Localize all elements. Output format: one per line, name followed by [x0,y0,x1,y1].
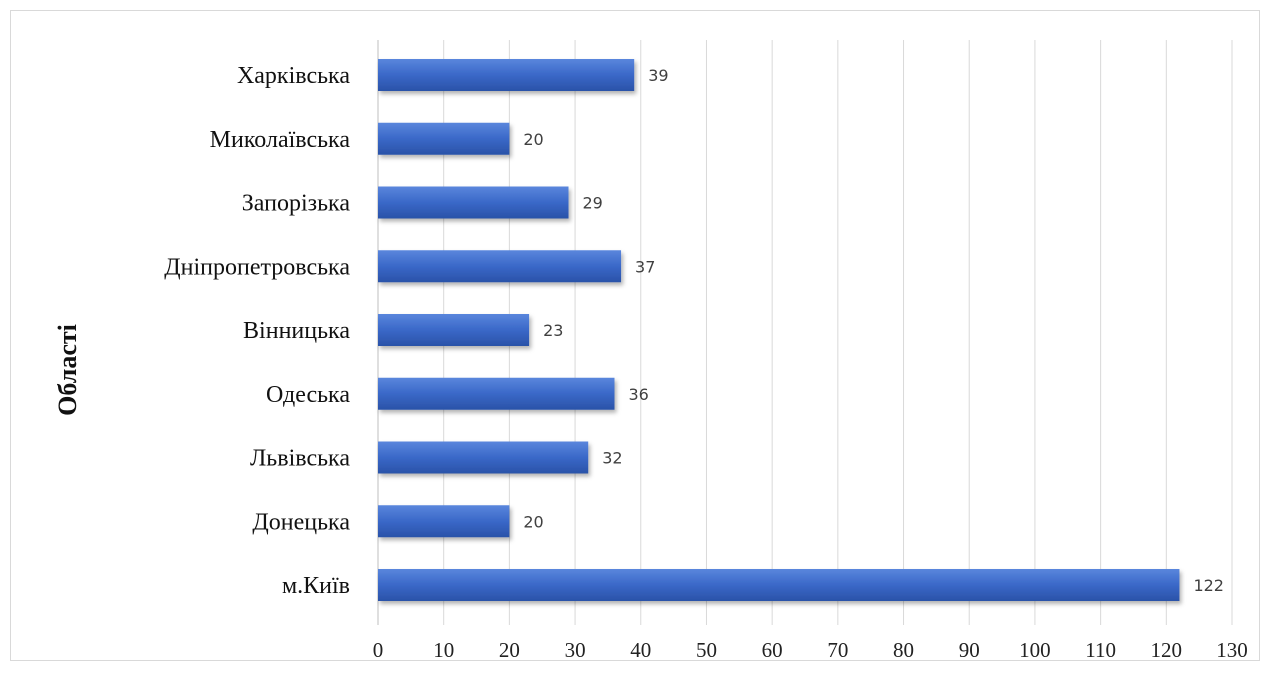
x-tick-label: 120 [1151,638,1183,662]
y-axis-title: Області [53,324,82,416]
category-label: Донецька [252,509,350,535]
bar [378,505,510,538]
bar [378,377,615,410]
data-label: 36 [628,385,648,404]
bar [378,314,530,346]
bar [378,186,569,219]
category-label: Миколаївська [210,127,351,153]
category-label: Дніпропетровська [164,254,350,280]
data-label: 32 [602,449,622,468]
x-tick-label: 0 [373,638,384,662]
x-tick-label: 40 [630,638,651,662]
x-tick-label: 110 [1085,638,1116,662]
bar [378,59,635,91]
x-tick-label: 70 [827,638,848,662]
category-label: Львівська [250,446,350,472]
bar [378,441,589,474]
x-tick-label: 100 [1019,638,1051,662]
x-tick-label: 60 [762,638,783,662]
x-tick-label: 90 [959,638,980,662]
data-label: 39 [648,66,668,85]
x-tick-label: 30 [565,638,586,662]
category-label: Харківська [237,63,350,89]
x-tick-label: 10 [433,638,454,662]
x-tick-label: 130 [1216,638,1248,662]
chart-frame [10,10,1260,661]
bar [378,569,1180,601]
data-label: 37 [635,257,655,276]
data-label: 23 [543,321,563,340]
category-label: Запорізька [242,191,351,217]
bars [378,59,1180,601]
labels: 0 10 20 30 40 50 60 70 80 90 100 110 120 130 Харківськ… [164,63,1248,662]
x-tick-label: 50 [696,638,717,662]
x-tick-label: 20 [499,638,520,662]
data-label: 122 [1193,576,1224,595]
data-label: 29 [583,194,603,213]
bar [378,122,510,155]
bar [378,250,622,283]
category-label: Одеська [266,382,350,408]
data-label: 20 [523,130,543,149]
data-label: 20 [523,512,543,531]
x-tick-label: 80 [893,638,914,662]
category-label: м.Київ [282,573,350,599]
category-label: Вінницька [243,318,350,344]
